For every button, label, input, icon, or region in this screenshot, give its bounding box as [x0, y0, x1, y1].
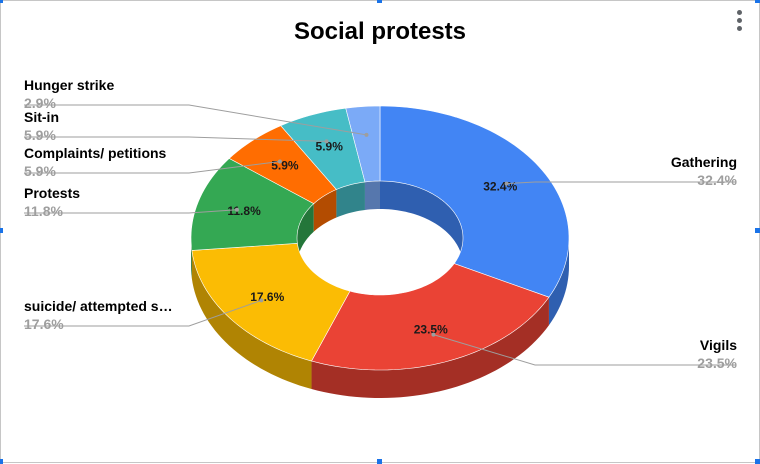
slice-2-leader-line	[24, 299, 262, 327]
slice-5-leader-dot	[324, 139, 329, 144]
chart-depth-layer	[191, 238, 569, 398]
slice-3-leader-dot	[234, 207, 239, 212]
slice-5-inner-wall	[336, 181, 365, 218]
slice-6-name-label: Hunger strike	[24, 77, 114, 93]
resize-handle-bottom[interactable]	[377, 459, 382, 464]
resize-handle-right[interactable]	[755, 228, 760, 233]
slice-6-leader-line	[24, 104, 367, 136]
slice-1-percent-label: 23.5%	[697, 355, 737, 371]
resize-handle-top-left[interactable]	[0, 0, 3, 3]
slice-6-inner-wall	[364, 181, 380, 210]
slice-2-name-label: suicide/ attempted s…	[24, 298, 173, 314]
slice-5-leader-line	[24, 136, 327, 142]
slice-3-inner-wall	[297, 203, 314, 266]
slice-4-leader-dot	[277, 159, 282, 164]
slice-0-value-label: 32.4%	[483, 179, 517, 193]
slice-6-percent-label: 2.9%	[24, 95, 56, 111]
chart-hole-wall	[297, 181, 463, 266]
resize-handle-top-right[interactable]	[755, 0, 760, 3]
slice-1-leader-line	[433, 334, 735, 366]
chart-title: Social protests	[293, 18, 467, 45]
slice-0-leader-dot	[504, 181, 509, 186]
slice-1-side	[311, 297, 549, 398]
resize-handle-bottom-left[interactable]	[0, 459, 3, 464]
slice-1-value-label: 23.5%	[414, 323, 448, 337]
slice-2-side	[191, 250, 312, 390]
slice-5-value-label: 5.9%	[316, 139, 344, 153]
slice-0-side	[548, 238, 569, 326]
chart-leader-lines	[24, 104, 735, 366]
slice-6-leader-dot	[364, 132, 369, 137]
slice-0-name-label: Gathering	[671, 154, 737, 170]
slice-3-leader-line	[24, 209, 237, 214]
slice-1-name-label: Vigils	[700, 337, 737, 353]
resize-handle-left[interactable]	[0, 228, 3, 233]
slice-5-percent-label: 5.9%	[24, 127, 56, 143]
slice-4-percent-label: 5.9%	[24, 163, 56, 179]
slice-3-value-label: 11.8%	[227, 204, 261, 218]
slice-2-leader-dot	[259, 298, 264, 303]
resize-handle-bottom-right[interactable]	[755, 459, 760, 464]
slice-4-inner-wall	[313, 189, 337, 232]
slice-3-name-label: Protests	[24, 185, 80, 201]
resize-handle-top[interactable]	[377, 0, 382, 3]
slice-0-percent-label: 32.4%	[697, 172, 737, 188]
slice-2-value-label: 17.6%	[250, 290, 284, 304]
slice-6-top	[345, 105, 381, 183]
more-vert-icon[interactable]	[733, 8, 745, 34]
slice-4-value-label: 5.9%	[271, 158, 299, 172]
slice-1-leader-dot	[431, 332, 436, 337]
slice-0-inner-wall	[380, 181, 463, 266]
slice-4-name-label: Complaints/ petitions	[24, 145, 167, 161]
slice-5-name-label: Sit-in	[24, 109, 59, 125]
slice-3-side	[191, 238, 192, 279]
chart-slices: 32.4% 23.5% 17.6% 11.8% 5.9% 5.9%	[190, 105, 570, 371]
slice-2-percent-label: 17.6%	[24, 316, 64, 332]
slice-4-leader-line	[24, 160, 280, 174]
chart-labels: Gathering 32.4% Vigils 23.5% suicide/ attemp…	[24, 77, 738, 371]
slice-3-percent-label: 11.8%	[24, 203, 63, 219]
slice-0-leader-line	[506, 181, 735, 185]
